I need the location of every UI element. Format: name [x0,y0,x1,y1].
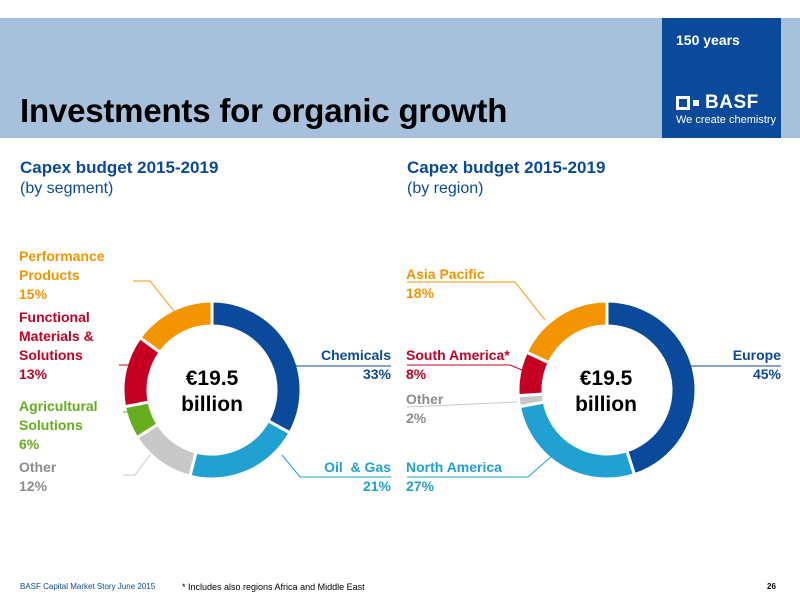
label-pct: 45% [752,366,781,382]
slice-europe [605,299,698,477]
slice-oil-gas [188,418,293,481]
label-text: Chemicals [320,347,391,363]
leader-line [407,364,523,371]
segment-center-label: €19.5 billion [164,366,260,418]
basf-logo: BASF [676,92,759,114]
slice-asia-pacific [524,299,609,365]
label-oil-gas: Oil & Gas 21% [291,458,391,496]
region-donut [516,299,698,481]
label-other-region: Other 2% [406,390,443,428]
label-text: Other [19,459,57,475]
label-text: Performance [19,248,105,264]
label-pct: 15% [19,286,48,302]
segment-chart-title: Capex budget 2015-2019 [20,158,219,177]
tagline: We create chemistry [676,114,777,126]
label-text: Functional [19,309,90,325]
label-pct: 2% [406,410,427,426]
label-europe: Europe 45% [681,346,781,384]
leader-line [406,401,518,408]
segment-center-value: €19.5 [185,367,239,390]
label-pct: 6% [19,436,40,452]
region-chart-title: Capex budget 2015-2019 [407,158,606,177]
page-title: Investments for organic growth [20,92,508,129]
label-north-america: North America 27% [406,458,502,496]
label-chemicals: Chemicals 33% [291,346,391,384]
label-pct: 12% [19,478,48,494]
label-text: South America* [406,347,510,363]
label-text: Products [19,267,80,283]
leader-line [123,454,151,476]
label-south-america: South America* 8% [406,346,510,384]
anniversary-label: 150 years [676,32,740,48]
label-other-segment: Other 12% [19,458,56,496]
label-functional-materials: Functional Materials & Solutions 13% [19,308,94,384]
label-asia-pacific: Asia Pacific 18% [406,265,485,303]
leader-line [407,281,546,321]
region-center-value: €19.5 [579,367,633,390]
segment-donut [121,299,303,481]
label-pct: 27% [406,478,435,494]
leader-line [281,454,391,478]
leader-line [407,454,554,478]
label-pct: 33% [362,366,391,382]
label-text: North America [406,459,502,475]
region-center-unit: billion [575,393,637,416]
label-text: Solutions [19,417,83,433]
leader-line [123,411,141,419]
label-agricultural-solutions: Agricultural Solutions 6% [19,397,98,454]
label-text: Europe [732,347,781,363]
leader-line [133,280,179,317]
label-text: Asia Pacific [406,266,485,282]
logo-text: BASF [705,92,759,113]
label-pct: 21% [362,478,391,494]
basf-logo-box: 150 years BASF We create chemistry [662,18,781,138]
region-chart-subtitle: (by region) [407,180,484,197]
label-text: Agricultural [19,398,98,414]
segment-center-unit: billion [181,393,243,416]
label-performance-products: Performance Products 15% [19,247,105,304]
segment-chart-subtitle: (by segment) [20,180,114,197]
page-number: 26 [767,582,776,591]
label-text: Oil & Gas [324,459,391,475]
label-text: Other [406,391,444,407]
logo-dot-icon [693,100,699,106]
label-text: Materials & [19,328,94,344]
slice-performance-products [137,299,214,355]
region-center-label: €19.5 billion [558,366,654,418]
label-pct: 18% [406,285,435,301]
leader-line [119,364,151,371]
leader-lines [119,280,781,478]
label-pct: 13% [19,366,48,382]
label-text: Solutions [19,347,83,363]
logo-square-icon [676,96,690,110]
footnote: * Includes also regions Africa and Middl… [182,582,365,592]
label-pct: 8% [406,366,427,382]
footer-source: BASF Capital Market Story June 2015 [20,582,156,591]
